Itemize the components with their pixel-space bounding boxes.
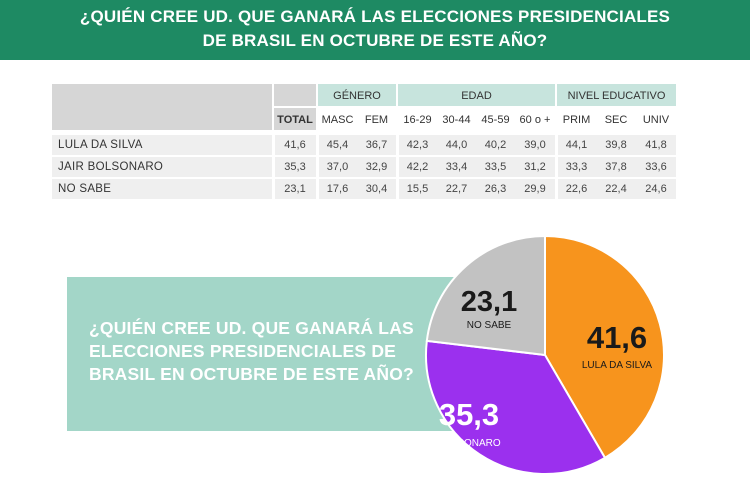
table-cell: 42,2 (406, 161, 429, 173)
question-line-2: ELECCIONES PRESIDENCIALES DE (89, 341, 397, 361)
table-cell: 37,8 (605, 161, 627, 173)
question-line-1: ¿QUIÉN CREE UD. QUE GANARÁ LAS (89, 318, 414, 338)
table-cell: 24,6 (645, 183, 667, 195)
col-header-fem: FEM (364, 114, 389, 126)
col-header-masc: MASC (321, 114, 354, 126)
col-header-total: TOTAL (274, 108, 316, 130)
table-cell: 33,5 (484, 161, 507, 173)
table-cell: 36,7 (365, 139, 388, 151)
table-cell: 33,6 (645, 161, 667, 173)
col-header-45-59: 45-59 (481, 114, 510, 126)
row-label-lula: LULA DA SILVA (58, 139, 143, 151)
table-cell: 35,3 (284, 161, 306, 173)
table-cell: 31,2 (524, 161, 546, 173)
table-cell: 33,4 (445, 161, 468, 173)
title-banner: ¿QUIÉN CREE UD. QUE GANARÁ LAS ELECCIONE… (0, 0, 750, 60)
pie-slice-lula (544, 234, 665, 460)
table-cell: 39,0 (524, 139, 546, 151)
table-cell: 44,1 (565, 139, 588, 151)
table-row (52, 179, 676, 199)
pie-slice-bolsonaro (425, 339, 607, 475)
question-panel: ¿QUIÉN CREE UD. QUE GANARÁ LAS ELECCIONE… (67, 277, 475, 431)
table-cell: 39,8 (605, 139, 627, 151)
table-corner (52, 84, 272, 130)
table-cell: 22,6 (565, 183, 588, 195)
question-line-3: BRASIL EN OCTUBRE DE ESTE AÑO? (89, 364, 414, 384)
pie-value-bolsonaro: 35,3 (439, 397, 499, 432)
col-header-sec: SEC (604, 114, 628, 126)
table-cell: 45,4 (326, 139, 349, 151)
table-cell: 32,9 (365, 161, 388, 173)
table-cell: 42,3 (406, 139, 429, 151)
table-total-spacer (274, 84, 316, 106)
table-cell: 23,1 (284, 183, 306, 195)
pie-label-lula: LULA DA SILVA (582, 360, 653, 371)
table-cell: 33,3 (565, 161, 588, 173)
table-row (52, 135, 676, 155)
column-divider (316, 135, 319, 199)
table-cell: 26,3 (484, 183, 507, 195)
row-label-no-sabe: NO SABE (58, 183, 112, 195)
table-cell: 15,5 (406, 183, 429, 195)
col-header-univ: UNIV (642, 114, 670, 126)
column-divider (396, 135, 399, 199)
table-cell: 44,0 (445, 139, 468, 151)
table-cell: 22,4 (605, 183, 627, 195)
table-cell: 41,6 (284, 139, 306, 151)
group-header-genero: GÉNERO (318, 84, 396, 106)
col-header-60-plus: 60 o + (519, 114, 551, 126)
group-header-edad: EDAD (398, 84, 555, 106)
row-label-bolsonaro: JAIR BOLSONARO (58, 161, 164, 173)
group-header-nivel-educativo: NIVEL EDUCATIVO (557, 84, 676, 106)
pie-value-no-sabe: 23,1 (461, 286, 517, 318)
title-line-2: DE BRASIL EN OCTUBRE DE ESTE AÑO? (202, 31, 548, 50)
pie-value-lula: 41,6 (587, 320, 647, 355)
table-cell: 37,0 (326, 161, 349, 173)
table-cell: 29,9 (524, 183, 546, 195)
title-line-1: ¿QUIÉN CREE UD. QUE GANARÁ LAS ELECCIONE… (79, 7, 671, 26)
col-header-16-29: 16-29 (403, 114, 432, 126)
column-divider (555, 135, 558, 199)
column-divider (272, 135, 275, 199)
col-header-prim: PRIM (562, 114, 591, 126)
col-header-30-44: 30-44 (442, 114, 471, 126)
table-cell: 40,2 (484, 139, 507, 151)
table-cell: 41,8 (645, 139, 667, 151)
table-row (52, 157, 676, 177)
pie-label-bolsonaro: BOLSONARO (437, 438, 501, 449)
table-cell: 22,7 (445, 183, 468, 195)
pie-label-no-sabe: NO SABE (467, 320, 512, 331)
pie-slice-no-sabe (425, 234, 546, 357)
table-cell: 17,6 (326, 183, 349, 195)
table-cell: 30,4 (365, 183, 388, 195)
